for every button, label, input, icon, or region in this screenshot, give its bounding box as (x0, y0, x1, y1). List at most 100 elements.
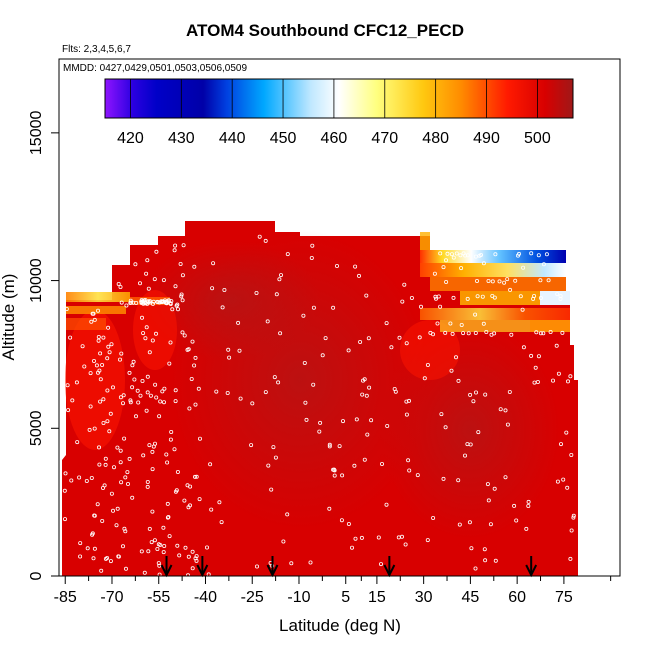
sample-point (471, 399, 476, 404)
sample-point (561, 477, 566, 482)
x-tick-label: -25 (241, 589, 264, 606)
x-tick-label: 75 (555, 589, 573, 606)
sample-point (126, 481, 131, 486)
sample-point (225, 390, 230, 395)
sample-point (186, 347, 191, 352)
sample-point (111, 385, 116, 390)
sample-point (164, 452, 169, 457)
sample-point (105, 419, 110, 424)
sample-point (119, 300, 124, 305)
sample-point (538, 331, 543, 336)
sample-point (189, 376, 194, 381)
sample-point (124, 303, 129, 308)
sample-point (443, 330, 448, 335)
sample-point (352, 463, 357, 468)
sample-point (449, 368, 454, 373)
sample-point (469, 546, 474, 551)
sample-point (101, 335, 106, 340)
sample-point (503, 475, 508, 480)
sample-point (484, 329, 489, 334)
sample-point (443, 425, 448, 430)
x-axis-label: Latitude (deg N) (279, 616, 401, 635)
sample-point (106, 325, 111, 330)
sample-point (90, 532, 95, 537)
sample-point (548, 329, 553, 334)
sample-point (193, 355, 198, 360)
sample-point (146, 286, 151, 291)
sample-point (134, 300, 139, 305)
sample-point (362, 457, 367, 462)
heatmap-north-band (420, 250, 566, 263)
sample-point (123, 529, 128, 534)
sample-point (179, 292, 184, 297)
sample-point (544, 252, 549, 257)
sample-point (174, 303, 179, 308)
sample-point (158, 399, 163, 404)
sample-point (254, 564, 259, 569)
sample-point (142, 570, 147, 575)
sample-point (332, 467, 337, 472)
sample-point (152, 277, 157, 282)
sample-point (138, 393, 143, 398)
heatmap-north-band (530, 320, 570, 332)
x-axis: -85 -70 -55 -40 -25 -10 5 15 30 45 60 75 (54, 576, 612, 606)
sample-point (101, 485, 106, 490)
sample-points (62, 234, 576, 578)
sample-point (430, 332, 435, 337)
sample-point (168, 301, 173, 306)
sample-point (456, 378, 461, 383)
sample-point (105, 356, 110, 361)
sample-point (480, 294, 485, 299)
sample-point (508, 287, 513, 292)
sample-point (384, 502, 389, 507)
sample-point (406, 458, 411, 463)
x-tick-label: 60 (508, 589, 526, 606)
sample-point (145, 374, 150, 379)
sample-point (181, 243, 186, 248)
sample-point (454, 251, 459, 256)
flights-label: Flts: 2,3,4,5,6,7 (62, 44, 131, 55)
sample-point (433, 296, 438, 301)
sample-point (167, 361, 172, 366)
sample-point (108, 559, 113, 564)
sample-point (441, 476, 446, 481)
sample-point (127, 456, 132, 461)
sample-point (128, 398, 133, 403)
sample-point (531, 296, 536, 301)
sample-point (145, 479, 150, 484)
airport-arrow-head (196, 564, 209, 578)
sample-point (178, 261, 183, 266)
sample-point (334, 263, 339, 268)
sample-point (147, 526, 152, 531)
sample-point (311, 382, 316, 387)
y-tick-label: 15000 (28, 111, 45, 156)
chart-title: ATOM4 Southbound CFC12_PECD (186, 21, 464, 40)
sample-point (466, 331, 471, 336)
sample-point (96, 334, 101, 339)
y-tick-label: 0 (28, 571, 45, 580)
sample-point (450, 331, 455, 336)
sample-point (98, 377, 103, 382)
sample-point (451, 255, 456, 260)
sample-point (254, 290, 259, 295)
sample-point (130, 363, 135, 368)
sample-point (226, 347, 231, 352)
sample-point (353, 536, 358, 541)
sample-point (111, 508, 116, 513)
sample-point (289, 561, 294, 566)
sample-point (92, 358, 97, 363)
sample-point (438, 251, 443, 256)
sample-point (263, 390, 268, 395)
sample-point (101, 420, 106, 425)
sample-point (96, 338, 101, 343)
sample-point (87, 427, 92, 432)
heatmap-south-band (66, 306, 126, 314)
sample-point (453, 355, 458, 360)
sample-point (339, 518, 344, 523)
sample-point (486, 498, 491, 503)
sample-point (465, 442, 470, 447)
x-tick-label: -85 (54, 589, 77, 606)
sample-point (402, 282, 407, 287)
sample-point (389, 345, 394, 350)
sample-point (167, 534, 172, 539)
